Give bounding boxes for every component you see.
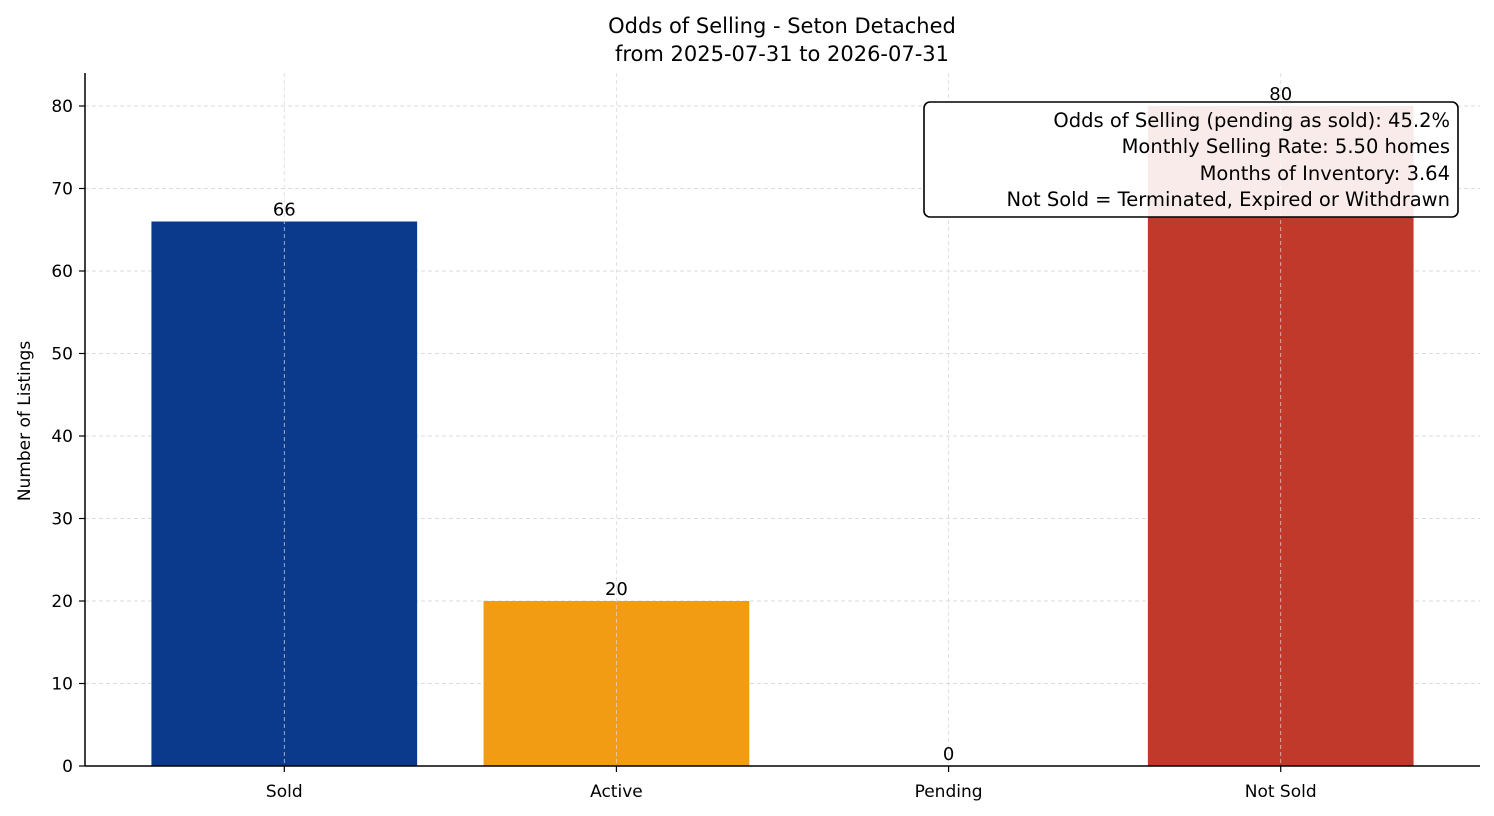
stats-annotation-box: Odds of Selling (pending as sold): 45.2%… <box>923 101 1459 218</box>
y-tick-label-70: 70 <box>51 180 73 200</box>
x-tick-label-pending: Pending <box>915 782 983 802</box>
y-tick-label-80: 80 <box>51 97 73 117</box>
y-tick-label-50: 50 <box>51 345 73 365</box>
y-tick-label-30: 30 <box>51 510 73 530</box>
x-tick-label-active: Active <box>590 782 643 802</box>
x-ticks: Sold Active Pending Not Sold <box>266 766 1317 802</box>
y-tick-label-20: 20 <box>51 592 73 612</box>
annotation-frame <box>923 101 1459 218</box>
y-tick-label-40: 40 <box>51 427 73 447</box>
x-tick-label-not-sold: Not Sold <box>1245 782 1317 802</box>
chart-title: Odds of Selling - Seton Detached <box>608 14 956 38</box>
y-tick-label-0: 0 <box>62 757 73 777</box>
y-ticks: 0 10 20 30 40 50 60 70 80 <box>51 97 85 777</box>
x-tick-label-sold: Sold <box>266 782 303 802</box>
value-labels: 66 20 0 80 <box>273 84 1292 765</box>
annotation-not-sold-line: Not Sold = Terminated, Expired or Withdr… <box>1006 188 1450 211</box>
y-axis-label: Number of Listings <box>15 341 35 501</box>
value-label-sold: 66 <box>273 200 296 221</box>
value-label-active: 20 <box>605 579 628 600</box>
chart-subtitle: from 2025-07-31 to 2026-07-31 <box>615 42 949 66</box>
annotation-inventory-line: Months of Inventory: 3.64 <box>1200 162 1450 185</box>
value-label-pending: 0 <box>943 744 954 765</box>
annotation-odds-line: Odds of Selling (pending as sold): 45.2% <box>1053 109 1450 132</box>
value-label-not-sold: 80 <box>1269 84 1292 105</box>
y-tick-label-60: 60 <box>51 262 73 282</box>
y-tick-label-10: 10 <box>51 675 73 695</box>
annotation-selling-rate-line: Monthly Selling Rate: 5.50 homes <box>1122 135 1450 158</box>
